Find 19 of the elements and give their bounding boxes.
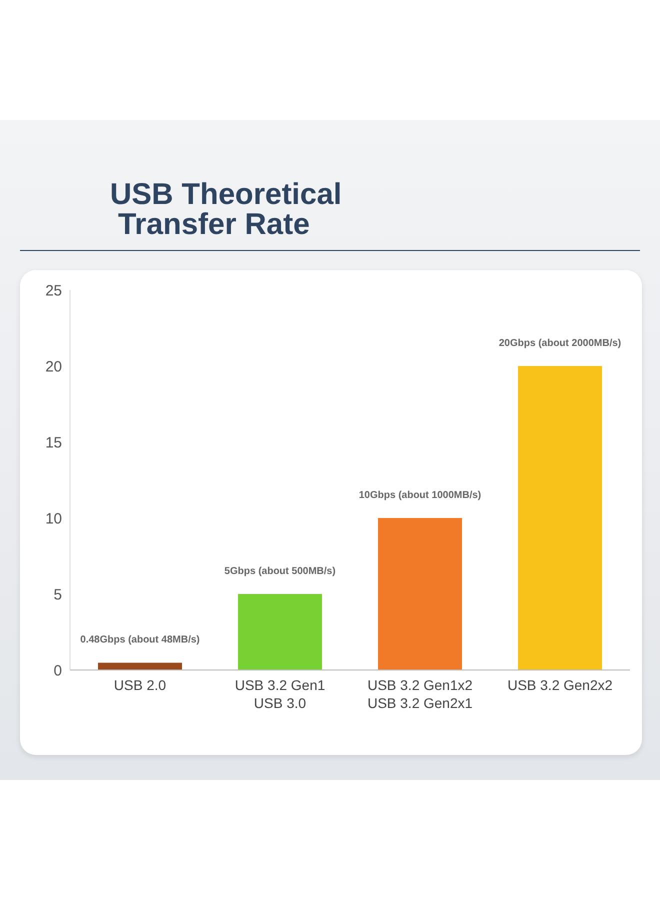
data-label: 20Gbps (about 2000MB/s): [498, 338, 622, 349]
chart-title: USB Theoretical Transfer Rate: [110, 178, 342, 241]
bar: [238, 594, 322, 670]
y-tick-label: 10: [45, 510, 62, 528]
bar: [98, 662, 182, 670]
y-tick-label: 0: [54, 662, 62, 680]
y-tick-label: 15: [45, 434, 62, 452]
x-tick-label: USB 2.0: [114, 677, 166, 693]
bar: [378, 518, 462, 670]
y-tick-label: 5: [54, 586, 62, 604]
data-label: 5Gbps (about 500MB/s): [224, 566, 336, 577]
data-label: 0.48Gbps (about 48MB/s): [80, 634, 200, 646]
x-tick-label: USB 3.2 Gen1 USB 3.0: [234, 677, 326, 711]
x-tick-label: USB 3.2 Gen2x2: [507, 677, 613, 693]
x-tick-label: USB 3.2 Gen1x2 USB 3.2 Gen2x1: [367, 677, 473, 711]
bar: [518, 366, 602, 670]
data-label: 10Gbps (about 1000MB/s): [358, 490, 482, 501]
y-tick-label: 25: [45, 282, 62, 300]
y-tick-label: 20: [45, 358, 62, 376]
